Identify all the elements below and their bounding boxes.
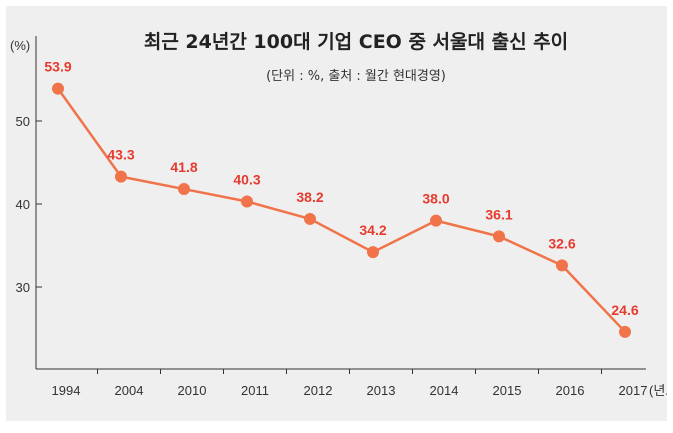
data-point	[52, 82, 64, 95]
data-label: 38.2	[296, 189, 323, 205]
chart-panel: 최근 24년간 100대 기업 CEO 중 서울대 출신 추이 (단위 : %,…	[6, 6, 667, 421]
data-label: 53.9	[44, 59, 71, 75]
data-label: 24.6	[611, 302, 638, 318]
y-tick-group: 30 40 50	[16, 114, 42, 295]
data-label: 32.6	[548, 235, 575, 251]
data-label: 41.8	[170, 159, 197, 175]
data-point	[241, 195, 253, 208]
data-point	[619, 325, 631, 338]
y-tick-label: 50	[16, 114, 30, 129]
data-point	[115, 170, 127, 183]
data-point	[556, 259, 568, 272]
chart-title: 최근 24년간 100대 기업 CEO 중 서울대 출신 추이	[144, 31, 568, 53]
data-point	[304, 212, 316, 225]
data-label: 43.3	[107, 147, 134, 163]
x-tick-label: 2010	[178, 383, 207, 398]
y-axis-unit: (%)	[10, 38, 30, 53]
x-tick-group: 1994 2004 2010 2011 2012 2013 2014 2015 2016 2017…	[52, 369, 667, 398]
data-point	[367, 246, 379, 259]
x-tick-label: 2004	[115, 383, 144, 398]
data-label-group: 53.9 43.3 41.8 40.3 38.2 34.2 38.0 36.1 32.6 24.6	[44, 59, 638, 318]
data-point	[178, 183, 190, 196]
x-tick-label: 1994	[52, 383, 81, 398]
y-tick-label: 30	[16, 280, 30, 295]
data-label: 40.3	[233, 172, 260, 188]
x-tick-label: 2013	[367, 383, 396, 398]
chart-subtitle: (단위 : %, 출처 : 월간 현대경영)	[266, 69, 446, 84]
data-label: 34.2	[359, 222, 386, 238]
data-point	[430, 214, 442, 227]
x-tick-label: 2011	[241, 383, 269, 398]
line-chart: 최근 24년간 100대 기업 CEO 중 서울대 출신 추이 (단위 : %,…	[10, 31, 667, 398]
y-tick-label: 40	[16, 197, 30, 212]
x-tick-label: 2017	[619, 383, 648, 398]
data-label: 36.1	[485, 206, 512, 222]
series-line	[56, 87, 626, 333]
x-axis-unit: (년도)	[649, 383, 667, 398]
series-group	[56, 87, 626, 333]
points-group	[52, 82, 631, 338]
x-tick-label: 2012	[304, 383, 333, 398]
data-label: 38.0	[422, 191, 449, 207]
data-point	[493, 230, 505, 243]
x-tick-label: 2016	[556, 383, 585, 398]
x-tick-label: 2014	[430, 383, 459, 398]
x-tick-label: 2015	[493, 383, 522, 398]
